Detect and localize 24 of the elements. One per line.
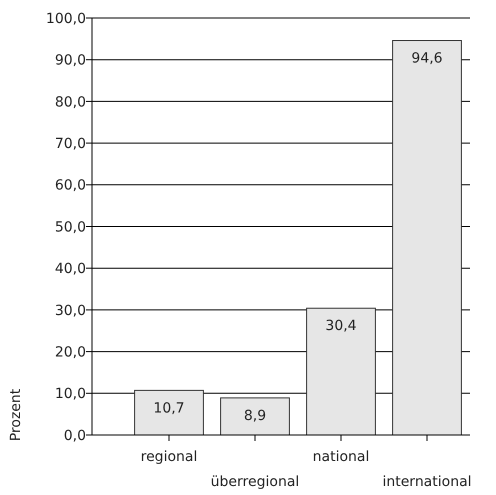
data-label: 8,9 <box>244 408 266 424</box>
y-tick-label: 10,0 <box>54 386 86 402</box>
data-label: 94,6 <box>411 50 443 67</box>
y-axis-title: Prozent <box>8 388 24 442</box>
y-tick-label: 40,0 <box>54 261 86 278</box>
bar <box>392 40 462 436</box>
bar <box>220 397 290 436</box>
x-tick-label: überregional <box>210 474 300 490</box>
y-tick-label: 50,0 <box>54 219 86 236</box>
data-label: 10,7 <box>153 400 185 416</box>
x-tick-label: regional <box>140 449 198 465</box>
y-tick-label: 30,0 <box>54 302 86 319</box>
bar <box>306 308 376 436</box>
x-tick-label: national <box>312 449 370 465</box>
bar <box>134 390 204 436</box>
y-tick-label: 60,0 <box>54 178 86 194</box>
y-tick-label: 0,0 <box>64 428 86 444</box>
y-tick-label: 80,0 <box>54 94 86 110</box>
y-tick-label: 90,0 <box>54 52 86 69</box>
y-tick-label: 100,0 <box>46 10 86 27</box>
y-tick-label: 20,0 <box>54 344 86 360</box>
y-tick-label: 70,0 <box>54 136 86 152</box>
x-tick-label: international <box>382 474 472 490</box>
data-label: 30,4 <box>325 318 357 334</box>
